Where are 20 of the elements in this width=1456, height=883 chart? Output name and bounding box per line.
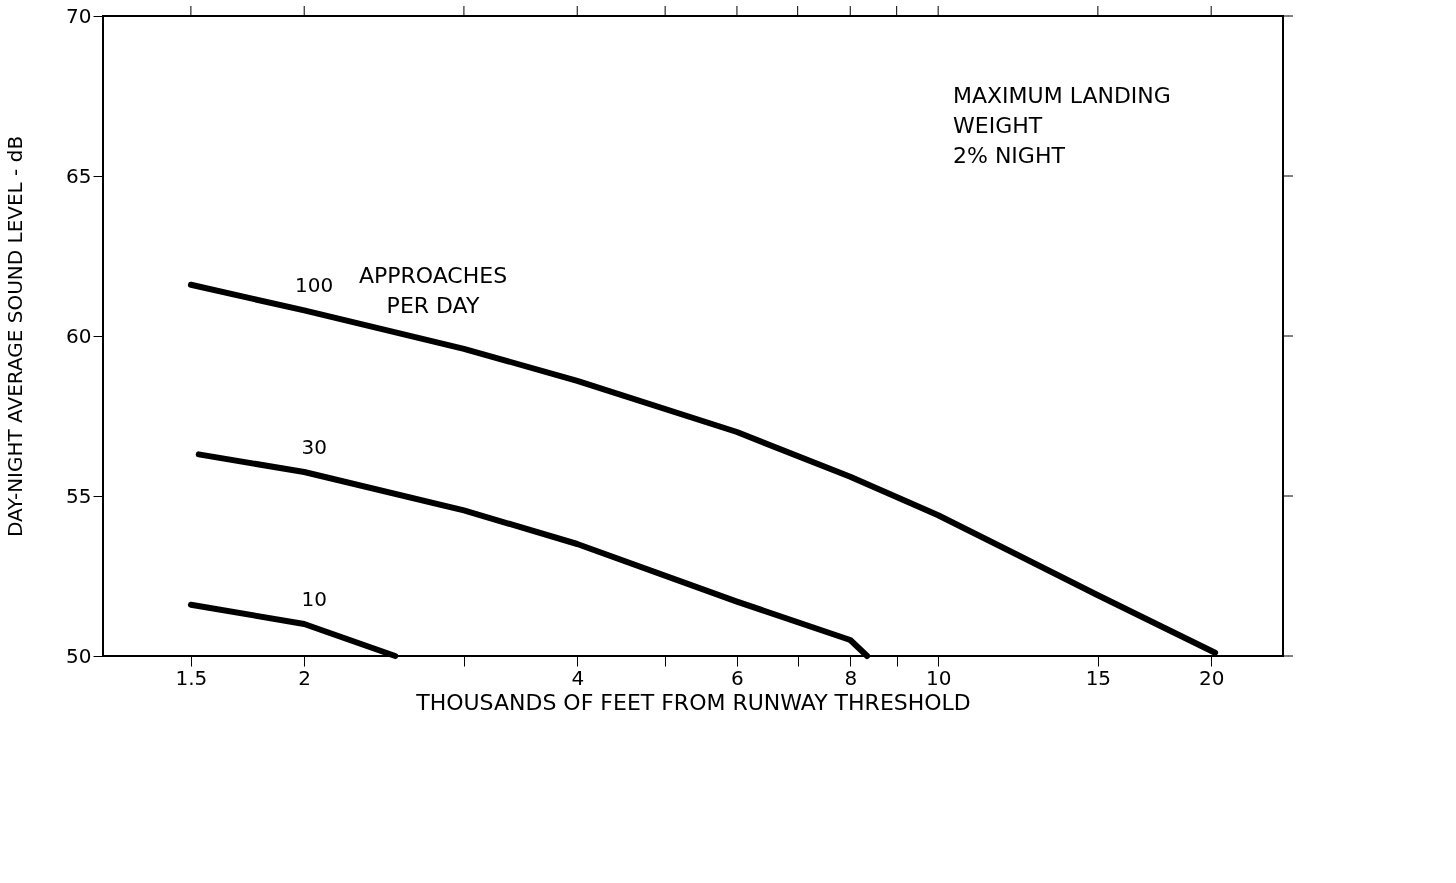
y-tick-label: 65 <box>66 163 92 188</box>
y-axis-title: DAY-NIGHT AVERAGE SOUND LEVEL - dB <box>3 135 28 538</box>
annotation: APPROACHES PER DAY <box>358 263 508 318</box>
annotation: MAXIMUM LANDING WEIGHT 2% NIGHT <box>953 83 1171 168</box>
series-label: 30 <box>301 435 327 459</box>
x-tick-label: 15 <box>1085 665 1112 690</box>
series-label: 100 <box>295 273 334 298</box>
x-tick-label: 10 <box>925 665 952 690</box>
x-tick-label: 4 <box>571 665 585 690</box>
x-axis-title: THOUSANDS OF FEET FROM RUNWAY THRESHOLD <box>415 689 971 715</box>
x-tick-label: 2 <box>298 665 312 690</box>
x-tick-label: 8 <box>844 665 858 690</box>
x-tick-label: 20 <box>1198 665 1225 690</box>
x-tick-label: 6 <box>731 665 744 690</box>
series-label: 10 <box>301 587 327 611</box>
y-tick-label: 60 <box>66 323 92 348</box>
y-tick-label: 50 <box>66 643 92 668</box>
y-tick-label: 55 <box>66 483 92 508</box>
y-tick-label: 70 <box>66 3 92 28</box>
x-tick-label: 1.5 <box>175 665 208 690</box>
